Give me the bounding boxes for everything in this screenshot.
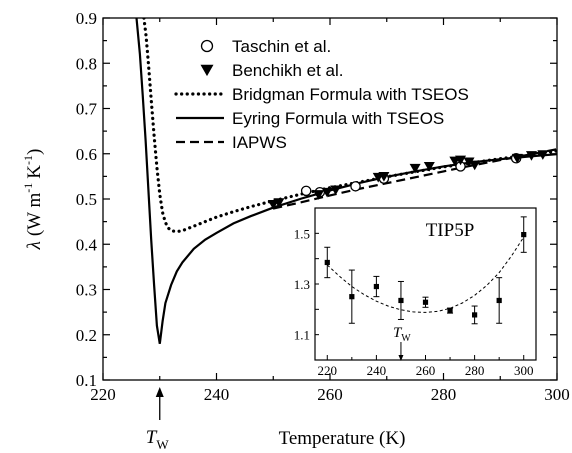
series-line-dashed (273, 148, 557, 210)
series-line-dotted (142, 18, 557, 234)
y-axis-exp: -1 (21, 183, 35, 193)
x-axis-title: Temperature (K) (279, 428, 406, 449)
benchikh-point (463, 157, 475, 168)
benchikh-point (273, 198, 285, 208)
x-tick-label: 240 (204, 385, 230, 404)
inset-x-tick-label: 260 (416, 363, 436, 378)
y-tick-label: 0.1 (76, 371, 97, 390)
y-axis-symbol: λ (24, 241, 45, 250)
benchikh-point (321, 187, 333, 198)
benchikh-point (423, 162, 435, 172)
inset-fit-curve (326, 236, 525, 313)
taschin-point (300, 185, 312, 197)
tw-symbol: T (146, 427, 158, 448)
main-plot: 220 240 260 280 300 0.1 0.2 0.3 0.4 0.5 0.6 0.7 0.8 0… (21, 9, 570, 452)
inset-y-tick-label: 1.5 (294, 226, 310, 241)
x-tick-label: 260 (317, 385, 343, 404)
legend-label: Taschin et al. (232, 37, 331, 56)
x-tick-label: 300 (544, 385, 570, 404)
y-axis-unit: (W m (24, 192, 45, 236)
x-tick-label: 220 (90, 385, 116, 404)
inset-point (349, 294, 355, 300)
inset-point (521, 232, 527, 238)
tw-arrow-head (155, 387, 164, 397)
inset-point (496, 297, 502, 304)
inset-tw-symbol: T (393, 325, 403, 341)
y-axis-title: λ(W m-1K-1) (21, 149, 45, 251)
benchikh-point (378, 171, 390, 182)
legend-marker (200, 39, 214, 53)
y-axis-exp: -1 (21, 155, 35, 165)
inset-point (324, 259, 330, 266)
inset-tw-arrow-head (398, 355, 404, 361)
benchikh-point (330, 185, 342, 196)
y-axis-unit: ) (24, 149, 45, 155)
inset-x-tick-label: 220 (318, 363, 338, 378)
inset-x-tick-label: 300 (514, 363, 534, 378)
benchikh-point (525, 151, 537, 161)
y-tick-label: 0.7 (76, 100, 98, 119)
legend-label: Benchikh et al. (232, 61, 344, 80)
benchikh-point (511, 153, 523, 164)
y-tick-label: 0.9 (76, 9, 97, 28)
benchikh-point (409, 163, 421, 174)
inset-x-tick-label: 240 (367, 363, 387, 378)
y-tick-label: 0.8 (76, 54, 97, 73)
inset-point (447, 308, 453, 314)
x-tick-label: 280 (431, 385, 457, 404)
inset-y-tick-label: 1.3 (294, 277, 310, 292)
inset-point (398, 297, 404, 304)
legend-label: Eyring Formula with TSEOS (232, 109, 444, 128)
benchikh-point (469, 160, 481, 171)
inset-point (422, 299, 429, 305)
taschin-point (350, 181, 361, 192)
benchikh-point (537, 150, 549, 160)
legend-marker (200, 64, 214, 77)
inset-title: TIP5P (426, 220, 475, 241)
legend-label: IAPWS (232, 133, 287, 152)
inset-tw-subscript: W (401, 333, 411, 344)
inset-tw-annotation: TW (393, 325, 411, 344)
y-axis-unit: K (24, 165, 45, 179)
benchikh-point (455, 155, 467, 166)
y-tick-label: 0.4 (76, 235, 98, 254)
series-line-solid (135, 18, 557, 344)
inset-y-tick-label: 1.1 (294, 328, 310, 343)
tw-subscript: W (156, 437, 169, 452)
inset-plot: 220 240 260 280 300 1.1 1.3 1.5 TIP5P TW (294, 207, 537, 378)
inset-x-tick-label: 280 (465, 363, 485, 378)
legend-label: Bridgman Formula with TSEOS (232, 85, 469, 104)
inset-point (373, 283, 379, 290)
inset-point (472, 312, 478, 318)
tw-annotation: TW (146, 427, 170, 452)
y-tick-label: 0.3 (76, 281, 97, 300)
benchikh-point (313, 190, 325, 200)
y-tick-label: 0.2 (76, 326, 97, 345)
y-tick-label: 0.6 (76, 145, 97, 164)
y-tick-label: 0.5 (76, 190, 97, 209)
